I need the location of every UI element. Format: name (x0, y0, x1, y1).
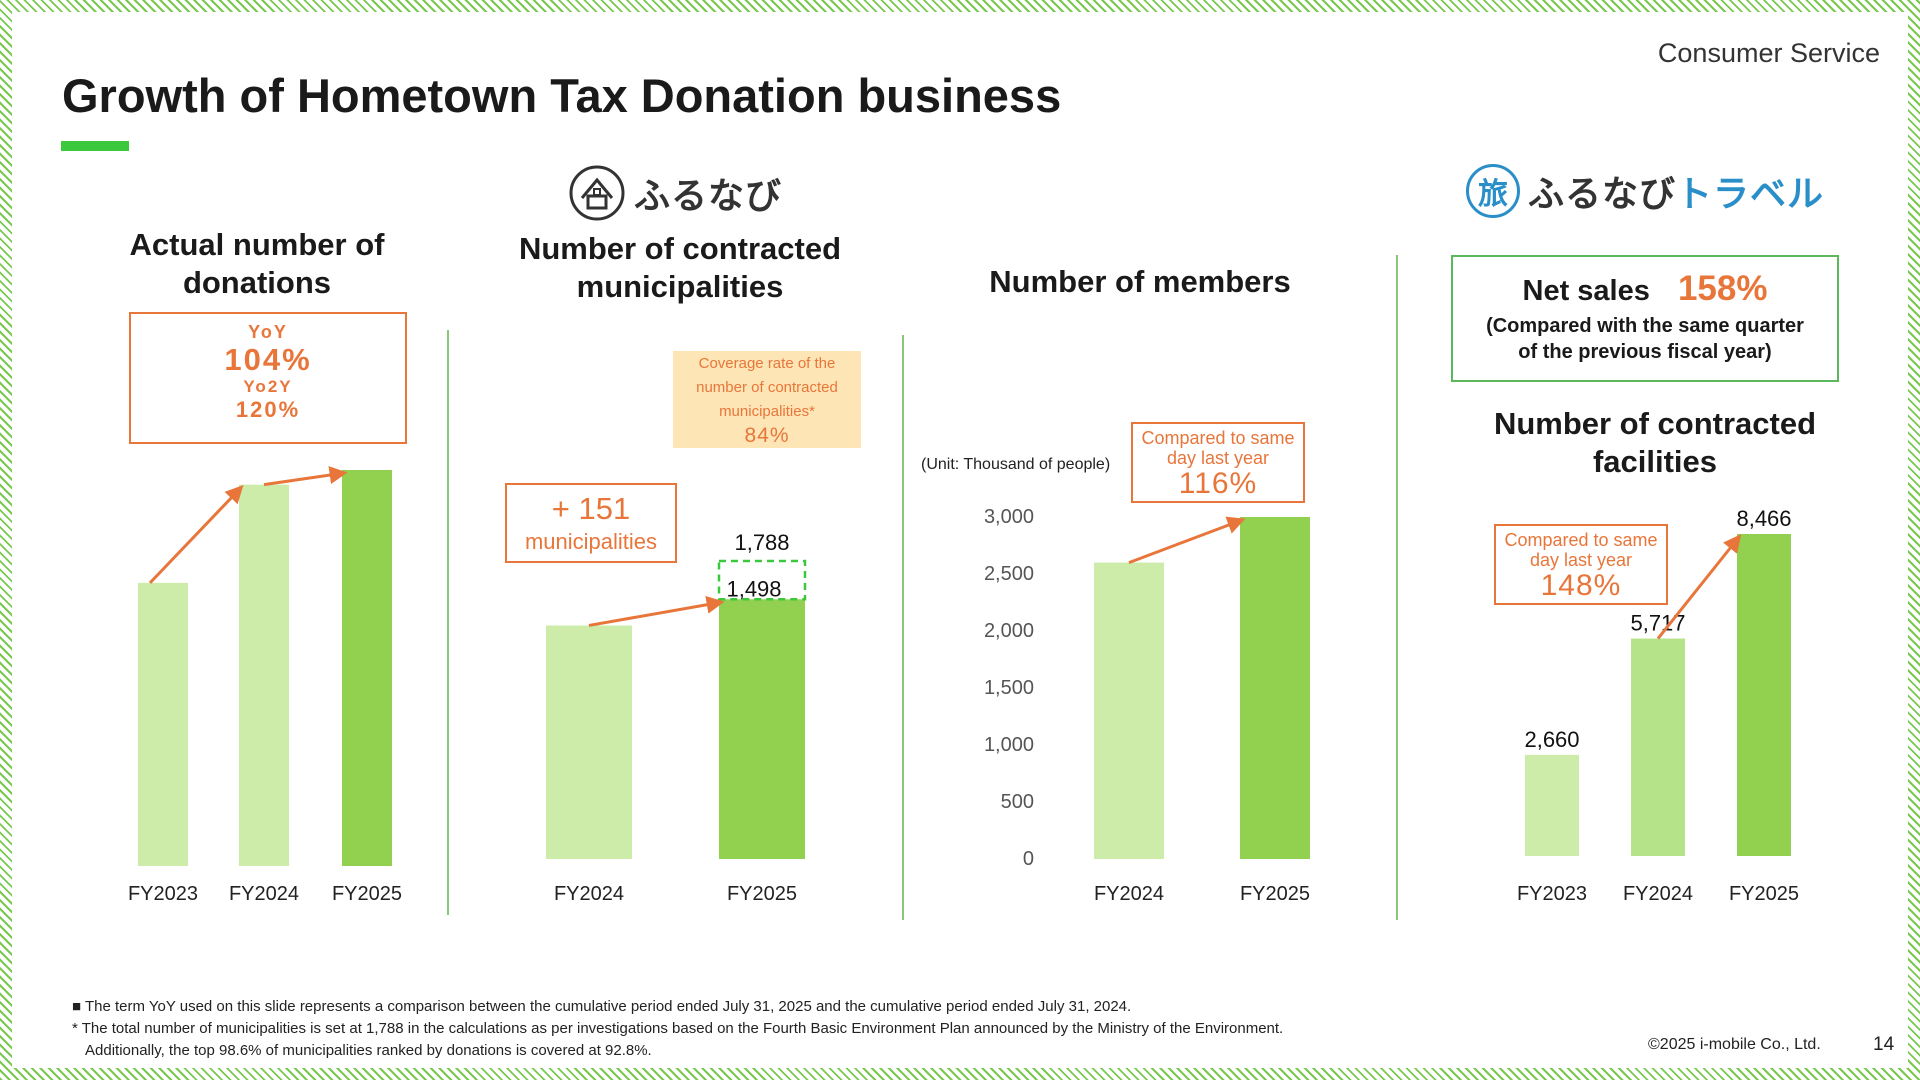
coverage-value: 84% (744, 424, 790, 447)
chart1-bar-fy2023 (138, 582, 188, 866)
chart1-category-label: FY2023 (128, 883, 198, 905)
divider-3 (1396, 255, 1398, 920)
chart1-category-label: FY2025 (332, 883, 402, 905)
travel-logo-suffix: トラベル (1676, 174, 1825, 215)
yo2y-value: 120% (235, 397, 301, 422)
yoy-value: 104% (224, 342, 312, 377)
members-unit-label: (Unit: Thousand of people) (921, 456, 1111, 473)
members-callout-line2: day last year (1166, 448, 1270, 468)
facilities-heading: Number of contracted facilities (1470, 405, 1840, 481)
chart3-category-label: FY2024 (1094, 883, 1164, 905)
chart2-bar-fy2024 (546, 625, 632, 859)
net-sales-note2: of the previous fiscal year) (1518, 341, 1772, 363)
chart4-growth-arrow (1656, 534, 1742, 640)
coverage-line3: municipalities* (719, 403, 815, 420)
chart4-bar-fy2023 (1525, 754, 1579, 856)
donations-heading-line2: donations (182, 265, 332, 300)
chart1-growth-arrow (148, 485, 244, 584)
chart3-y-tick: 0 (1023, 848, 1034, 870)
chart3-bar-fy2024 (1094, 562, 1164, 859)
facilities-heading-line2: facilities (1592, 444, 1718, 479)
donations-heading-line1: Actual number of (129, 227, 385, 262)
chart4-category-label: FY2023 (1517, 883, 1587, 905)
municipalities-heading-line2: municipalities (576, 269, 784, 304)
increase-label: municipalities (524, 529, 658, 554)
municipalities-heading: Number of contracted municipalities (500, 230, 860, 306)
facilities-callout-line2: day last year (1529, 550, 1633, 570)
furunavi-logo: ふるなび (568, 164, 782, 222)
chart2-bar-fy2025 (719, 599, 805, 859)
municipalities-increase-callout: + 151 municipalities (505, 483, 677, 563)
footnote-1: ■ The term YoY used on this slide repres… (72, 998, 1132, 1015)
members-callout-value: 116% (1178, 467, 1258, 500)
facilities-growth-callout: Compared to same day last year 148% (1494, 524, 1668, 605)
chart3-y-tick: 3,000 (984, 506, 1034, 528)
facilities-callout-line1: Compared to same (1504, 530, 1658, 550)
chart3-y-tick: 500 (1001, 791, 1034, 813)
chart2-capacity-dashed-box (717, 559, 807, 601)
coverage-rate-box: Coverage rate of the number of contracte… (673, 351, 861, 448)
chart3-y-tick: 1,500 (984, 677, 1034, 699)
chart4-value-label: 8,466 (1736, 506, 1791, 531)
chart4-bar-fy2025 (1737, 534, 1791, 856)
title-underline (61, 141, 129, 151)
members-callout-line1: Compared to same (1141, 428, 1295, 448)
divider-1 (447, 330, 449, 915)
chart1-bar-fy2024 (239, 484, 289, 866)
net-sales-label: Net sales (1522, 275, 1650, 307)
footnote-3: Additionally, the top 98.6% of municipal… (85, 1042, 652, 1059)
chart1-category-label: FY2024 (229, 883, 299, 905)
members-heading: Number of members (989, 264, 1291, 299)
chart3-growth-arrow (1128, 516, 1246, 565)
facilities-heading-line1: Number of contracted (1493, 406, 1817, 441)
net-sales-box: Net sales 158% (Compared with the same q… (1451, 255, 1839, 382)
category-label: Consumer Service (1657, 38, 1880, 68)
page-number: 14 (1873, 1034, 1895, 1055)
chart1-bar-fy2025 (342, 470, 392, 866)
chart2-category-label: FY2025 (727, 883, 797, 905)
yoy-label: YoY (248, 322, 288, 342)
furunavi-logo-text: ふるなび (634, 176, 783, 217)
chart3-y-tick: 2,500 (984, 563, 1034, 585)
municipalities-heading-line1: Number of contracted (518, 231, 842, 266)
travel-logo-main: ふるなび (1528, 174, 1677, 215)
chart3-bar-fy2025 (1240, 517, 1310, 859)
chart4-bar-fy2024 (1631, 638, 1685, 856)
net-sales-note1: (Compared with the same quarter (1486, 315, 1804, 337)
furunavi-travel-logo: 旅 ふるなび トラベル (1466, 164, 1824, 218)
chart2-total-label: 1,788 (734, 530, 789, 555)
chart2-category-label: FY2024 (554, 883, 624, 905)
facilities-callout-value: 148% (1540, 569, 1622, 602)
chart3-category-label: FY2025 (1240, 883, 1310, 905)
chart4-value-label: 2,660 (1524, 727, 1579, 752)
donations-heading: Actual number of donations (82, 226, 432, 302)
coverage-line1: Coverage rate of the (698, 355, 836, 372)
page-title: Growth of Hometown Tax Donation business (62, 69, 1062, 122)
increase-value: + 151 (551, 491, 631, 526)
chart4-category-label: FY2025 (1729, 883, 1799, 905)
coverage-line2: number of contracted (696, 379, 838, 396)
copyright: ©2025 i-mobile Co., Ltd. (1648, 1036, 1821, 1053)
donations-growth-callout: YoY 104% Yo2Y 120% (129, 312, 407, 444)
yo2y-label: Yo2Y (243, 377, 293, 396)
chart3-y-tick: 1,000 (984, 734, 1034, 756)
divider-2 (902, 335, 904, 920)
chart1-growth-arrow (263, 466, 348, 487)
net-sales-row: Net sales 158% (1453, 269, 1837, 309)
chart4-category-label: FY2024 (1623, 883, 1693, 905)
net-sales-value: 158% (1677, 269, 1768, 308)
chart2-value-label: 1,498 (726, 576, 781, 601)
chart3-y-tick: 2,000 (984, 620, 1034, 642)
chart2-growth-arrow (588, 595, 725, 627)
travel-icon: 旅 (1466, 164, 1520, 218)
footnote-2: * The total number of municipalities is … (72, 1020, 1284, 1037)
furunavi-house-icon (569, 165, 625, 221)
members-growth-callout: Compared to same day last year 116% (1131, 422, 1305, 503)
